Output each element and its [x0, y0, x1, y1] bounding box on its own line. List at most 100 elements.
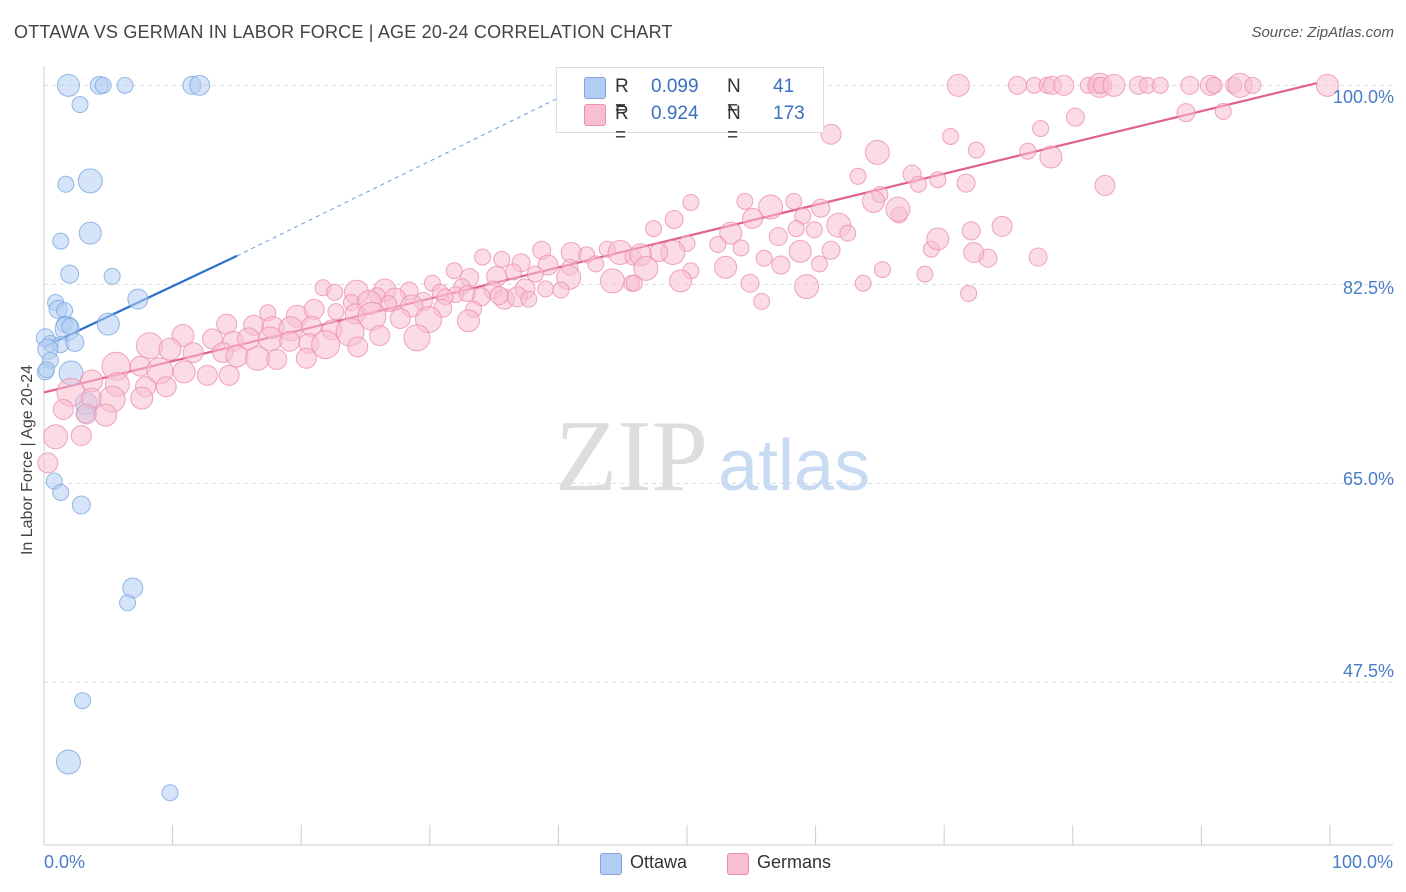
germans-point — [926, 227, 950, 251]
ottawa-point — [119, 594, 137, 612]
germans-point — [805, 221, 823, 239]
r-label: R = — [615, 103, 629, 146]
germans-point — [537, 254, 559, 276]
germans-point — [225, 344, 249, 368]
germans-swatch — [727, 853, 749, 875]
germans-point — [785, 192, 803, 210]
germans-point — [1214, 102, 1232, 120]
germans-point — [94, 403, 118, 427]
ottawa-point — [116, 76, 134, 94]
ottawa-point — [94, 76, 112, 94]
germans-point — [736, 192, 754, 210]
germans-point — [504, 263, 522, 281]
germans-point — [967, 141, 985, 159]
ottawa-point — [57, 175, 75, 193]
ottawa-point — [96, 312, 120, 336]
ottawa-point — [127, 288, 149, 310]
legend-label: Ottawa — [630, 852, 688, 872]
ottawa-point — [55, 749, 81, 775]
germans-point — [664, 210, 684, 230]
germans-point — [1102, 73, 1126, 97]
germans-point — [1151, 76, 1169, 94]
germans-point — [587, 255, 605, 273]
y-tick-label: 65.0% — [1342, 469, 1394, 489]
germans-point — [155, 376, 177, 398]
germans-point — [820, 123, 842, 145]
germans-point — [1176, 103, 1196, 123]
watermark-atlas: atlas — [718, 426, 870, 506]
germans-point — [389, 307, 411, 329]
germans-point — [854, 274, 872, 292]
germans-point — [649, 243, 669, 263]
germans-point — [956, 173, 976, 193]
ottawa-point — [52, 232, 70, 250]
ottawa-point — [103, 267, 121, 285]
germans-point — [961, 221, 981, 241]
watermark-zip: ZIP — [555, 400, 708, 513]
germans-point — [599, 268, 625, 294]
ottawa-point — [60, 264, 80, 284]
germans-point — [1032, 120, 1050, 138]
germans-point — [753, 292, 771, 310]
ottawa-point — [38, 361, 56, 379]
germans-point — [474, 248, 492, 266]
germans-point — [839, 224, 857, 242]
ottawa-point — [161, 784, 179, 802]
stats-legend: R = 0.099 N = 41 R = 0.924 N = 173 — [556, 67, 824, 146]
germans-point — [682, 193, 700, 211]
germans-point — [709, 236, 727, 254]
germans-point — [885, 196, 911, 222]
germans-point — [719, 221, 743, 245]
ottawa-point — [61, 317, 79, 335]
germans-point — [493, 250, 511, 268]
germans-point — [787, 220, 805, 238]
ottawa-swatch — [600, 853, 622, 875]
y-tick-label: 47.5% — [1342, 661, 1394, 681]
x-tick-label-min: 0.0% — [44, 852, 86, 872]
germans-point — [758, 194, 784, 220]
r-value: 0.924 — [651, 103, 699, 124]
germans-point — [740, 273, 760, 293]
germans-point — [456, 309, 480, 333]
germans-point — [755, 249, 773, 267]
germans-point — [1019, 142, 1037, 160]
germans-point — [1244, 76, 1262, 94]
legend-label: Germans — [757, 852, 832, 872]
chart-title: OTTAWA VS GERMAN IN LABOR FORCE | AGE 20… — [14, 22, 673, 42]
germans-point — [196, 364, 218, 386]
germans-point — [645, 220, 663, 238]
germans-point — [70, 425, 92, 447]
ottawa-point — [71, 96, 89, 114]
germans-point — [625, 274, 643, 292]
germans-point — [135, 332, 163, 360]
germans-point — [182, 342, 204, 364]
germans-point — [43, 424, 69, 450]
germans-point — [347, 336, 369, 358]
ottawa-point — [56, 73, 80, 97]
y-axis-label: In Labor Force | Age 20-24 — [19, 364, 36, 556]
germans-point — [1053, 74, 1075, 96]
germans-point — [849, 167, 867, 185]
germans-point — [742, 207, 764, 229]
n-value: 173 — [773, 103, 805, 124]
n-value: 41 — [773, 76, 795, 97]
germans-point — [1065, 107, 1085, 127]
r-label: R = — [615, 76, 629, 119]
germans-point — [810, 255, 828, 273]
germans-point — [991, 215, 1013, 237]
germans-point — [909, 175, 927, 193]
germans-point — [714, 255, 738, 279]
germans-point — [526, 265, 544, 283]
ottawa-point — [74, 692, 92, 710]
germans-point — [327, 303, 345, 321]
germans-point — [172, 360, 196, 384]
germans-point — [1094, 174, 1116, 196]
germans-point — [861, 189, 885, 213]
germans-point — [929, 171, 947, 189]
germans-point — [489, 286, 509, 306]
ottawa-point — [52, 483, 70, 501]
germans-point — [669, 269, 693, 293]
r-value: 0.099 — [651, 76, 699, 97]
ottawa-point — [78, 221, 102, 245]
